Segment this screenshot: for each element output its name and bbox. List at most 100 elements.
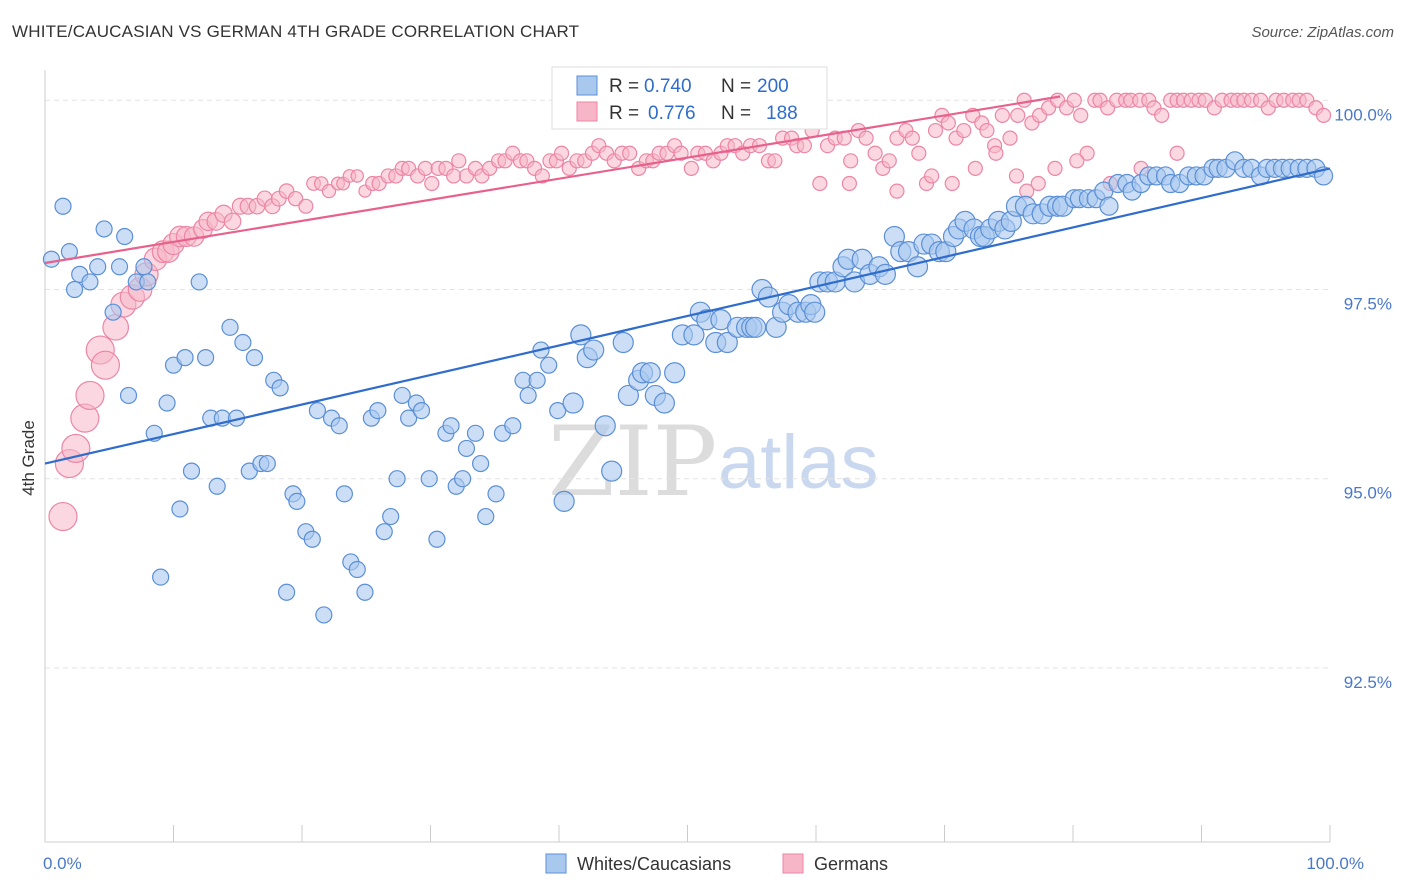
germans-point xyxy=(843,153,859,169)
whites-point xyxy=(412,401,431,420)
y-tick-label: 92.5% xyxy=(1344,673,1392,692)
whites-point xyxy=(457,439,476,458)
whites-point xyxy=(65,280,84,299)
germans-point xyxy=(350,169,364,183)
germans-point xyxy=(1002,130,1018,146)
whites-point xyxy=(653,392,675,414)
germans-point xyxy=(321,183,337,199)
germans-point xyxy=(1016,92,1032,108)
germans-point xyxy=(622,145,638,161)
whites-point xyxy=(42,250,61,268)
watermark: ZIP atlas xyxy=(548,406,879,518)
germans-point xyxy=(1066,92,1082,108)
germans-point xyxy=(1010,107,1026,124)
whites-point xyxy=(388,470,406,488)
whites-point xyxy=(466,424,485,442)
whites-point xyxy=(617,384,639,407)
whites-point xyxy=(288,492,306,511)
germans-point xyxy=(417,160,433,176)
whites-point xyxy=(664,362,686,384)
whites-point xyxy=(356,583,374,601)
whites-point xyxy=(400,409,418,427)
germans-point xyxy=(223,212,242,231)
watermark-zip: ZIP xyxy=(548,406,717,518)
whites-point xyxy=(504,417,522,435)
whites-point xyxy=(562,392,584,414)
germans-point xyxy=(90,350,120,380)
whites-point xyxy=(683,324,705,346)
whites-point xyxy=(553,490,575,513)
germans-point xyxy=(812,175,828,192)
whites-point xyxy=(119,386,138,405)
germans-trend-line xyxy=(44,95,1061,265)
whites-point xyxy=(442,417,460,435)
bottom-legend-label-germans: Germans xyxy=(814,854,888,874)
whites-point xyxy=(197,349,215,367)
germans-point xyxy=(48,501,78,532)
whites-point xyxy=(190,273,208,291)
germans-point xyxy=(1079,145,1095,161)
whites-point xyxy=(639,362,661,384)
legend-n-label-whites: N = xyxy=(721,76,751,97)
germans-point xyxy=(841,175,858,192)
whites-point xyxy=(428,530,446,548)
whites-point xyxy=(745,316,767,338)
tick-labels: 92.5% 95.0% 97.5% 100.0% 0.0% 100.0% xyxy=(43,105,1392,873)
legend-n-label-germans: N = xyxy=(721,103,751,124)
germans-point xyxy=(673,145,689,161)
whites-point xyxy=(477,507,495,526)
whites-point xyxy=(308,401,327,420)
legend-r-label-whites: R = xyxy=(609,76,639,97)
whites-point xyxy=(472,454,490,473)
germans-point xyxy=(881,153,897,169)
bottom-legend: Whites/Caucasians Germans xyxy=(545,853,888,874)
whites-point xyxy=(258,454,276,473)
germans-point xyxy=(1030,175,1046,192)
whites-point xyxy=(540,356,558,374)
whites-point xyxy=(234,333,252,352)
germans-point xyxy=(956,122,972,139)
x-tick-label: 100.0% xyxy=(1306,854,1364,873)
whites-point xyxy=(716,331,738,354)
whites-point xyxy=(335,485,354,503)
whites-point xyxy=(152,568,170,586)
germans-point xyxy=(424,175,440,192)
germans-point xyxy=(967,160,983,176)
germans-point xyxy=(298,198,314,214)
germans-point xyxy=(1169,145,1185,161)
whites-point xyxy=(601,460,623,482)
whites-point xyxy=(804,301,826,323)
germans-point xyxy=(446,168,462,184)
whites-point xyxy=(208,477,226,495)
bottom-legend-swatch-whites xyxy=(545,853,567,874)
whites-point xyxy=(348,560,366,579)
whites-point xyxy=(487,485,505,503)
germans-point xyxy=(927,122,944,139)
whites-point xyxy=(382,507,400,526)
whites-point xyxy=(612,331,634,354)
whites-point xyxy=(330,417,348,435)
germans-point xyxy=(944,175,960,192)
top-legend: R = 0.740 N = 200 R = 0.776 N = 188 xyxy=(551,66,828,130)
whites-point xyxy=(594,415,616,437)
legend-swatch-germans xyxy=(576,101,598,122)
germans-point xyxy=(1008,168,1025,184)
whites-point xyxy=(221,318,239,336)
germans-point xyxy=(75,380,105,411)
whites-point xyxy=(95,220,113,238)
whites-point xyxy=(277,583,296,601)
whites-point xyxy=(906,256,929,278)
trend-lines xyxy=(44,95,1331,465)
whites-point xyxy=(54,197,72,215)
germans-point xyxy=(979,122,995,139)
germans-point xyxy=(1047,160,1063,176)
whites-point xyxy=(519,386,537,405)
legend-n-value-germans: 188 xyxy=(766,103,798,124)
germans-point xyxy=(1073,107,1089,124)
whites-point xyxy=(139,273,157,291)
whites-point xyxy=(315,606,333,624)
germans-point xyxy=(553,145,570,161)
whites-point xyxy=(375,523,393,541)
whites-point xyxy=(420,470,438,488)
